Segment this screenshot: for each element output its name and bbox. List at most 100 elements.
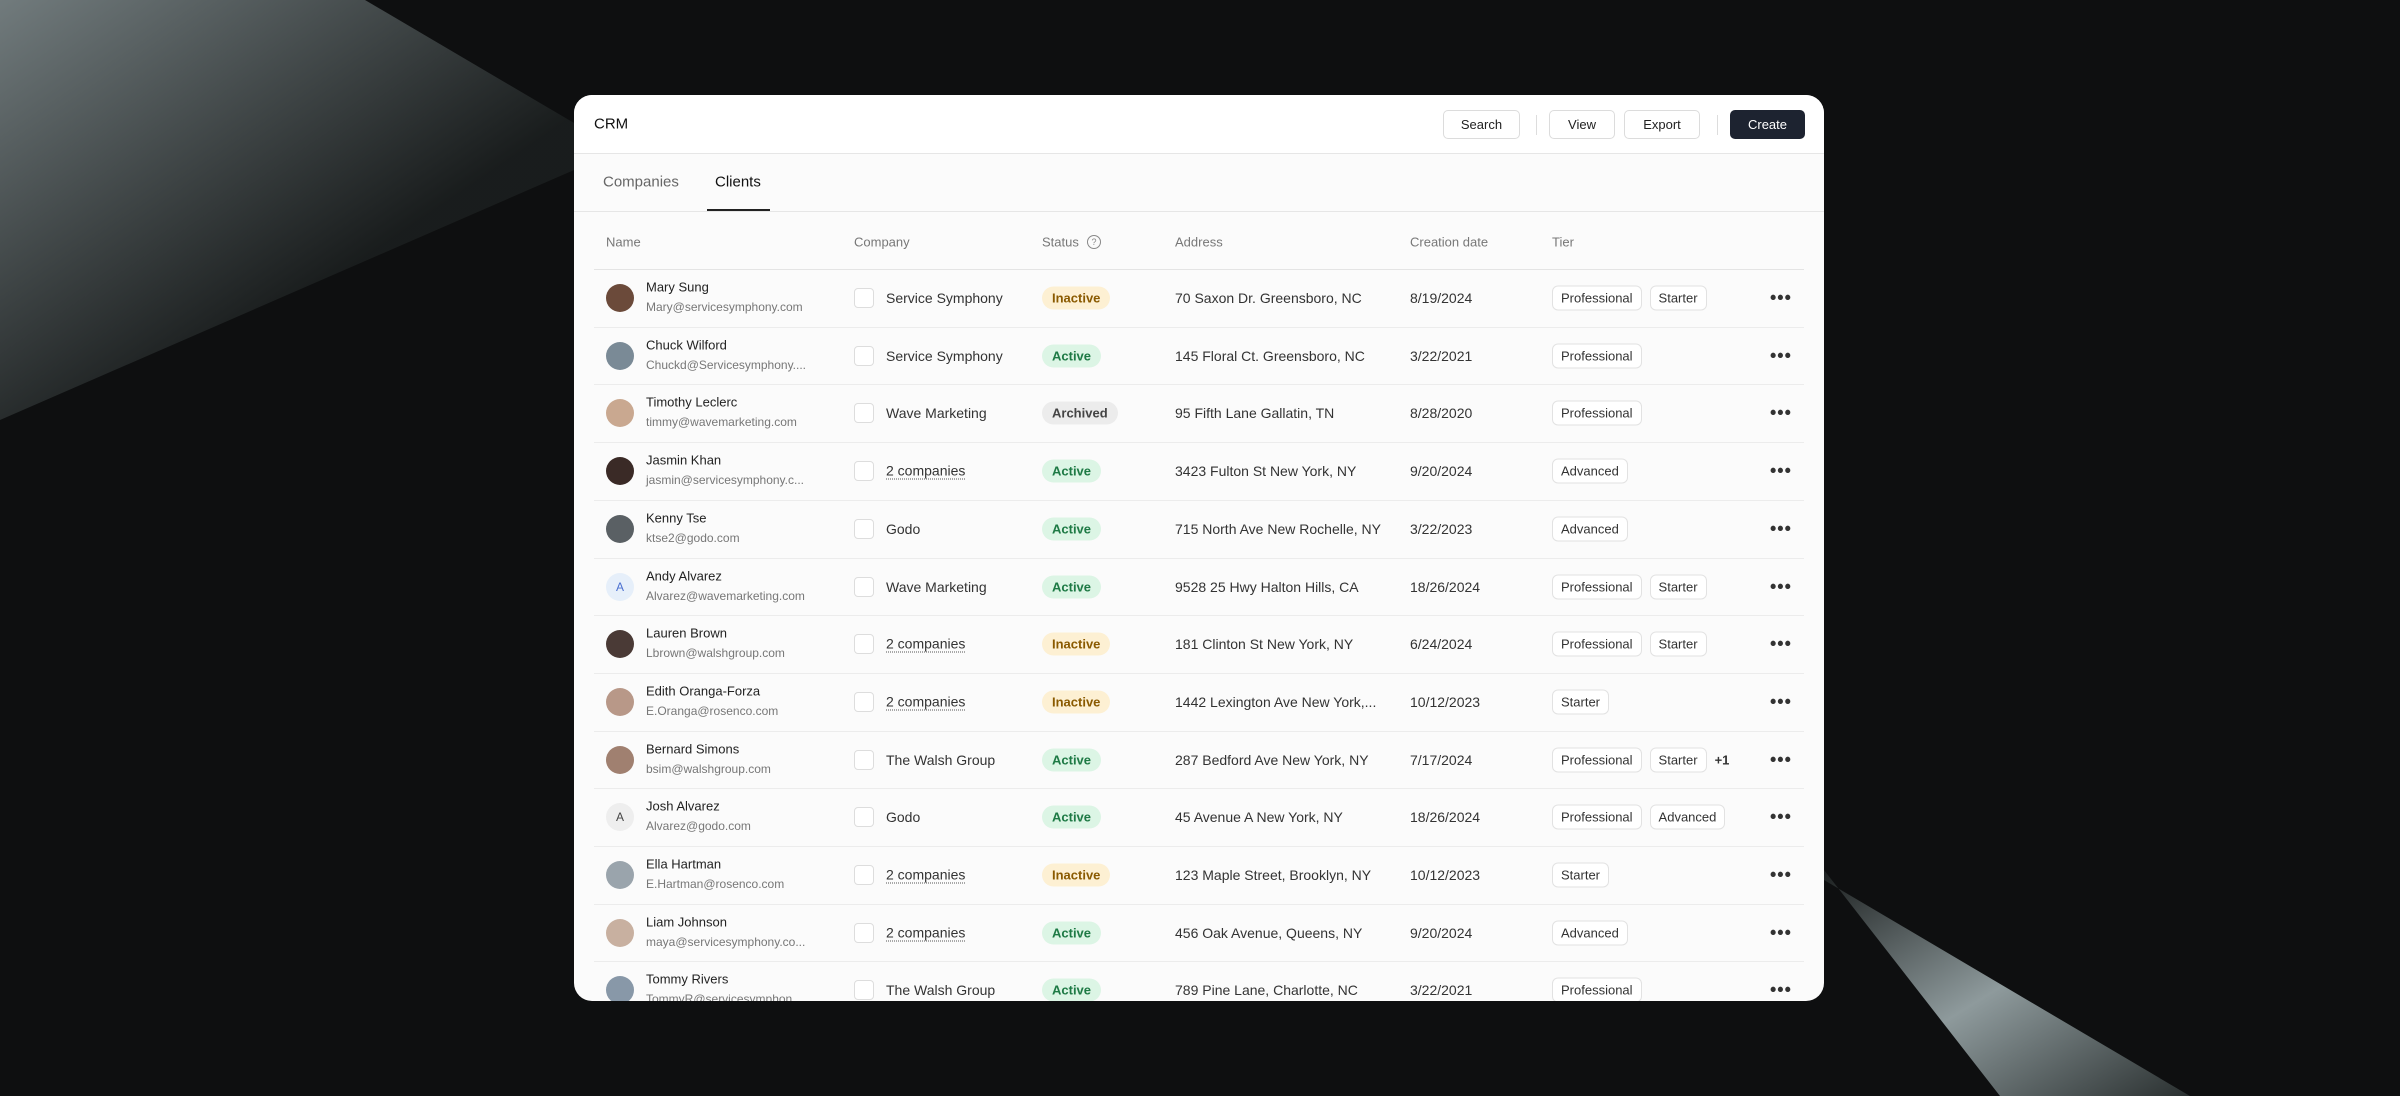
row-line: [594, 788, 1804, 790]
creation-date: 18/26/2024: [1410, 578, 1481, 595]
toolbar-button[interactable]: View: [1549, 110, 1615, 139]
row-menu[interactable]: •••: [1770, 633, 1792, 654]
client-name: Kenny Tse: [646, 510, 707, 526]
status-badge: Inactive: [1042, 863, 1111, 887]
avatar: [606, 630, 634, 659]
row-menu[interactable]: •••: [1770, 287, 1792, 308]
client-name: Jasmin Khan: [646, 452, 722, 468]
status-badge: Active: [1042, 575, 1102, 598]
more-tiers: +1: [1714, 752, 1730, 768]
toolbar-button[interactable]: Create: [1730, 110, 1805, 139]
row-line: [594, 903, 1804, 905]
creation-date: 10/12/2023: [1410, 693, 1481, 710]
tab[interactable]: Clients: [715, 173, 761, 191]
row-line: [594, 846, 1804, 847]
address: 70 Saxon Dr. Greensboro, NC: [1175, 290, 1362, 306]
company-name: Service Symphony: [886, 290, 1003, 306]
row-line: [594, 961, 1804, 963]
client-email: Lbrown@walshgroup.com: [646, 646, 785, 661]
status-badge: Active: [1042, 344, 1102, 368]
header: [574, 95, 1824, 154]
tier-chip: Starter: [1649, 285, 1707, 311]
app-title: CRM: [594, 115, 629, 133]
address: 789 Pine Lane, Charlotte, NC: [1175, 982, 1358, 999]
status-badge: Inactive: [1042, 632, 1111, 656]
creation-date: 10/12/2023: [1410, 867, 1481, 883]
tier-list: Professional: [1552, 343, 1642, 369]
company-icon: [854, 922, 874, 943]
client-email: timmy@wavemarketing.com: [646, 415, 797, 430]
row-menu[interactable]: •••: [1770, 460, 1792, 481]
client-name: Lauren Brown: [646, 625, 727, 641]
tab-underline: [707, 209, 770, 211]
tier-list: Professional: [1552, 400, 1642, 426]
tier-chip: Professional: [1552, 631, 1642, 657]
client-name: Mary Sung: [646, 279, 709, 295]
client-name: Ella Hartman: [646, 856, 722, 872]
client-name: Timothy Leclerc: [646, 394, 738, 410]
creation-date: 8/28/2020: [1410, 405, 1473, 422]
button-label: Search: [1460, 117, 1503, 132]
avatar: [606, 918, 634, 947]
tier-list: Starter: [1552, 689, 1610, 715]
client-email: ktse2@godo.com: [646, 530, 740, 545]
tier-chip: Advanced: [1552, 458, 1628, 484]
tier-list: Starter: [1552, 862, 1610, 888]
row-menu[interactable]: •••: [1770, 345, 1792, 366]
address: 9528 25 Hwy Halton Hills, CA: [1175, 578, 1359, 595]
row-menu[interactable]: •••: [1770, 576, 1792, 596]
client-name: Bernard Simons: [646, 741, 740, 757]
tier-list: Professional Starter: [1552, 631, 1707, 657]
client-name: Edith Oranga-Forza: [646, 683, 761, 699]
row-menu[interactable]: •••: [1770, 749, 1792, 770]
tier-list: Professional Starter: [1552, 285, 1707, 311]
company-name[interactable]: 2 companies: [886, 462, 966, 480]
row-menu[interactable]: •••: [1770, 922, 1792, 943]
button-label: View: [1568, 117, 1596, 132]
tier-chip: Professional: [1552, 804, 1642, 830]
creation-date: 18/26/2024: [1410, 809, 1481, 826]
tier-chip: Advanced: [1552, 920, 1628, 946]
tab-bar: [574, 153, 1824, 212]
client-email: Mary@servicesymphony.com: [646, 300, 803, 314]
help-icon: ?: [1087, 235, 1101, 249]
tier-chip: Professional: [1552, 574, 1642, 599]
tier-list: Advanced: [1552, 458, 1628, 484]
client-email: Chuckd@Servicesymphony....: [646, 357, 807, 372]
avatar: [606, 745, 634, 774]
column-header: Status: [1042, 234, 1079, 250]
company-icon: [854, 288, 874, 308]
crm-window: CRM Search View Export Create Companies Client…: [574, 95, 1824, 1001]
row-line: [594, 499, 1804, 501]
company-icon: [854, 691, 874, 712]
toolbar-button[interactable]: Search: [1443, 110, 1520, 139]
tier-list: Advanced: [1552, 920, 1628, 946]
address: 95 Fifth Lane Gallatin, TN: [1175, 405, 1335, 422]
row-menu[interactable]: •••: [1770, 691, 1792, 712]
row-menu[interactable]: •••: [1770, 806, 1792, 827]
row-menu[interactable]: •••: [1770, 864, 1792, 885]
toolbar-button[interactable]: Export: [1624, 110, 1700, 139]
row-menu[interactable]: •••: [1770, 979, 1792, 1000]
row-line: [594, 615, 1804, 617]
address: 1442 Lexington Ave New York,...: [1175, 693, 1377, 710]
row-menu[interactable]: •••: [1770, 518, 1792, 539]
company-name: The Walsh Group: [886, 751, 996, 768]
tab[interactable]: Companies: [603, 173, 679, 191]
company-icon: [854, 865, 874, 885]
address: 715 North Ave New Rochelle, NY: [1175, 520, 1381, 537]
client-email: TommyR@servicesymphon...: [646, 992, 803, 1001]
column-header: Name: [606, 234, 641, 250]
tier-chip: Advanced: [1552, 516, 1628, 542]
row-menu[interactable]: •••: [1770, 402, 1792, 423]
client-email: Alvarez@wavemarketing.com: [646, 588, 805, 603]
status-badge: Inactive: [1042, 690, 1111, 714]
company-name[interactable]: 2 companies: [886, 866, 966, 884]
company-name[interactable]: 2 companies: [886, 924, 966, 942]
company-icon: [854, 980, 874, 1001]
client-name: Liam Johnson: [646, 914, 727, 930]
company-name[interactable]: 2 companies: [886, 693, 966, 711]
status-badge: Active: [1042, 748, 1102, 772]
company-name[interactable]: 2 companies: [886, 635, 966, 653]
